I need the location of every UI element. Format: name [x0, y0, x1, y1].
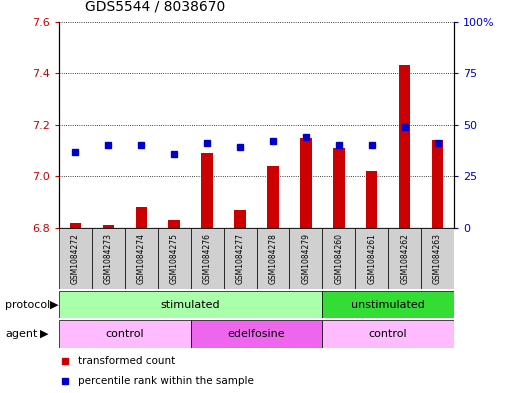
Text: GSM1084276: GSM1084276 [203, 233, 212, 284]
Bar [421, 228, 454, 289]
Text: GSM1084279: GSM1084279 [301, 233, 310, 284]
Bar [256, 228, 289, 289]
Bar [202, 153, 213, 228]
Text: GSM1084263: GSM1084263 [433, 233, 442, 284]
Text: ▶: ▶ [40, 329, 48, 339]
Bar [168, 220, 180, 228]
Bar [333, 148, 345, 228]
Text: GSM1084278: GSM1084278 [268, 233, 278, 284]
Bar [59, 228, 92, 289]
Bar [92, 228, 125, 289]
Bar [322, 320, 454, 348]
Text: GSM1084261: GSM1084261 [367, 233, 376, 284]
Bar [59, 320, 191, 348]
Text: GSM1084277: GSM1084277 [235, 233, 245, 284]
Text: GSM1084273: GSM1084273 [104, 233, 113, 284]
Bar [135, 208, 147, 228]
Text: GDS5544 / 8038670: GDS5544 / 8038670 [85, 0, 225, 14]
Bar [70, 223, 81, 228]
Text: percentile rank within the sample: percentile rank within the sample [78, 376, 254, 386]
Bar [267, 166, 279, 228]
Bar [234, 210, 246, 228]
Text: control: control [369, 329, 407, 339]
Text: agent: agent [5, 329, 37, 339]
Text: stimulated: stimulated [161, 299, 221, 310]
Bar [388, 228, 421, 289]
Text: transformed count: transformed count [78, 356, 175, 367]
Text: GSM1084260: GSM1084260 [334, 233, 343, 284]
Bar [366, 171, 378, 228]
Text: GSM1084262: GSM1084262 [400, 233, 409, 284]
Bar [59, 291, 322, 318]
Text: edelfosine: edelfosine [228, 329, 285, 339]
Text: unstimulated: unstimulated [351, 299, 425, 310]
Text: protocol: protocol [5, 299, 50, 310]
Bar [399, 66, 410, 228]
Bar [224, 228, 256, 289]
Bar [322, 228, 355, 289]
Bar [322, 291, 454, 318]
Bar [125, 228, 158, 289]
Text: GSM1084272: GSM1084272 [71, 233, 80, 284]
Bar [103, 225, 114, 228]
Text: control: control [106, 329, 144, 339]
Bar [158, 228, 191, 289]
Bar [191, 320, 322, 348]
Bar [191, 228, 224, 289]
Bar [300, 138, 311, 228]
Text: GSM1084275: GSM1084275 [170, 233, 179, 284]
Text: GSM1084274: GSM1084274 [137, 233, 146, 284]
Bar [432, 140, 443, 228]
Bar [355, 228, 388, 289]
Bar [289, 228, 322, 289]
Text: ▶: ▶ [50, 299, 59, 310]
